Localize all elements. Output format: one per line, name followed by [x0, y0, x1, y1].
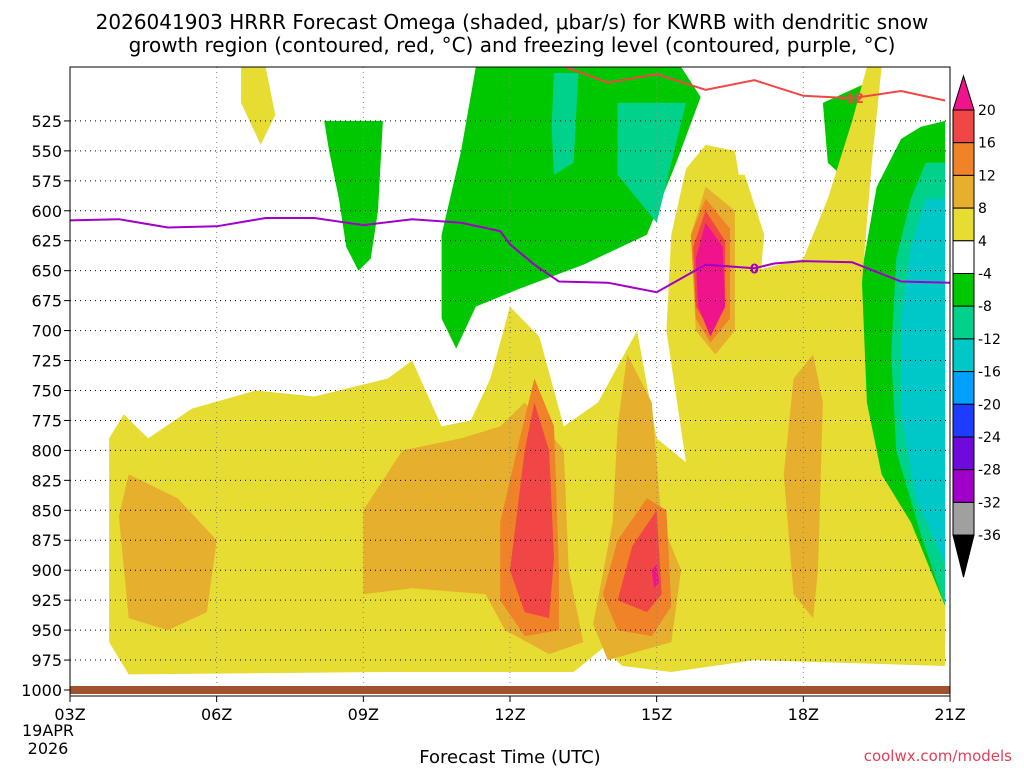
y-tick-label: 525 [31, 112, 62, 131]
colorbar-label: 20 [978, 103, 996, 119]
y-tick-label: 725 [31, 352, 62, 371]
chart-title-line2: growth region (contoured, red, °C) and f… [129, 33, 896, 57]
colorbar-label: -24 [978, 430, 1001, 446]
omega-shading [109, 67, 946, 675]
colorbar-bin--20--16 [952, 371, 975, 405]
x-tick-label: 12Z [494, 705, 525, 724]
y-tick-label: 600 [31, 202, 62, 221]
omega-region-green-upper-left [324, 120, 383, 271]
colorbar: 20 16 12 8 4 -4 -8 -12 -16 -20 -24 -28 -32 -36 [952, 74, 1001, 578]
omega-region-cyan-right-edge [901, 198, 946, 565]
y-tick-label: 625 [31, 232, 62, 251]
chart-title-line1: 2026041903 HRRR Forecast Omega (shaded, … [96, 10, 929, 34]
colorbar-label: -8 [978, 299, 992, 315]
y-tick-label: 975 [31, 651, 62, 670]
y-axis: 525 550 575 600 625 650 675 700 725 750 775 800 825 8… [21, 112, 70, 700]
colorbar-label: -12 [978, 332, 1001, 348]
colorbar-bin--32--28 [952, 469, 975, 503]
omega-region-teal-upper-center [551, 73, 579, 175]
colorbar-bin--36--32 [952, 501, 975, 536]
colorbar-label: -36 [978, 528, 1001, 544]
credit-text: coolwx.com/models [864, 747, 1012, 765]
omega-region-yellow-top-strip [241, 67, 276, 145]
colorbar-bin--8--4 [952, 273, 975, 307]
omega-region-magenta-15z-dot [651, 564, 660, 589]
y-tick-label: 900 [31, 561, 62, 580]
terrain-surface [70, 686, 950, 694]
x-date-day: 19APR [22, 721, 74, 740]
y-tick-label: 850 [31, 501, 62, 520]
omega-region-red-15z [617, 510, 662, 613]
x-tick-label: 18Z [788, 705, 819, 724]
colorbar-bin->20 [952, 74, 975, 111]
y-tick-label: 575 [31, 172, 62, 191]
y-tick-label: 825 [31, 471, 62, 490]
contour-freezing-level [70, 217, 950, 294]
y-tick-label: 925 [31, 591, 62, 610]
colorbar-bin-8-12 [952, 174, 975, 209]
omega-region-green-18z-narrow [822, 85, 862, 181]
x-tick-label: 03Z [54, 705, 85, 724]
x-axis: 03Z 06Z 09Z 12Z 15Z 18Z 21Z [54, 696, 966, 724]
colorbar-bin--28--24 [952, 436, 975, 471]
x-tick-label: 06Z [201, 705, 232, 724]
omega-region-magenta-15z-column [695, 222, 726, 337]
y-tick-label: 750 [31, 381, 62, 400]
colorbar-label: -4 [978, 267, 992, 283]
colorbar-bin--12--8 [952, 305, 975, 340]
y-tick-label: 550 [31, 142, 62, 161]
x-tick-label: 21Z [934, 705, 965, 724]
x-axis-label: Forecast Time (UTC) [419, 747, 600, 768]
colorbar-bin--16--12 [952, 338, 975, 373]
y-tick-label: 1000 [21, 681, 62, 700]
contour-label-freezing-level: 0 [750, 262, 759, 277]
omega-region-teal-upper-right [617, 102, 686, 223]
x-tick-label: 09Z [348, 705, 379, 724]
x-date-year: 2026 [28, 739, 69, 758]
colorbar-label: -16 [978, 365, 1001, 381]
colorbar-label: 12 [978, 168, 996, 184]
colorbar-label: 16 [978, 136, 996, 152]
colorbar-bin--4-4 [952, 240, 975, 275]
contour-dendritic-minus12 [562, 67, 946, 102]
y-tick-label: 875 [31, 531, 62, 550]
omega-region-orange-right-tall [783, 354, 823, 619]
colorbar-bin--24--20 [952, 403, 975, 438]
y-tick-label: 675 [31, 292, 62, 311]
omega-region-orange-left [118, 474, 217, 631]
colorbar-bin-16-20 [952, 109, 975, 144]
colorbar-bin-4-8 [952, 207, 975, 242]
y-tick-label: 700 [31, 322, 62, 341]
contour-label-dendritic-minus12: -12 [840, 92, 864, 107]
x-tick-label: 15Z [641, 705, 672, 724]
colorbar-label: 4 [978, 234, 987, 250]
colorbar-label: -32 [978, 495, 1001, 511]
colorbar-bin-<-36 [952, 534, 975, 578]
y-tick-label: 650 [31, 262, 62, 281]
colorbar-label: 8 [978, 201, 987, 217]
y-tick-label: 775 [31, 411, 62, 430]
y-tick-label: 800 [31, 441, 62, 460]
colorbar-bin-12-16 [952, 142, 975, 176]
y-tick-label: 950 [31, 621, 62, 640]
colorbar-label: -20 [978, 397, 1001, 413]
contour-lines: 0 -12 [70, 67, 950, 294]
omega-region-red-mid [510, 402, 554, 619]
colorbar-label: -28 [978, 463, 1001, 479]
